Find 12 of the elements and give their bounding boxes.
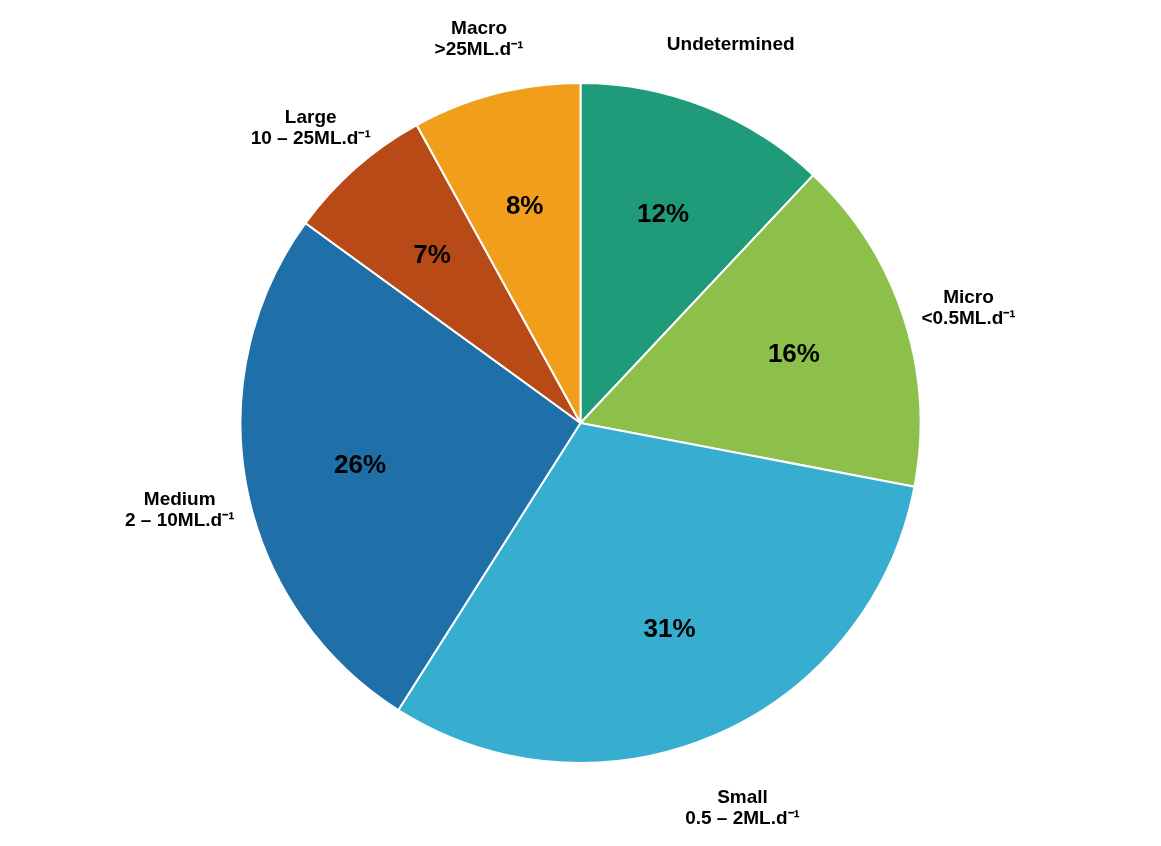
slice-label: Undetermined xyxy=(666,32,795,54)
slice-label: Macro >25ML.d⁻¹ xyxy=(434,16,524,59)
data-label: 31% xyxy=(643,612,696,643)
slice-label: Small 0.5 – 2ML.d⁻¹ xyxy=(685,786,800,829)
slice-label: Large 10 – 25ML.d⁻¹ xyxy=(250,105,371,148)
data-label: 7% xyxy=(413,238,451,269)
data-label: 16% xyxy=(767,337,820,368)
data-label: 12% xyxy=(637,198,690,229)
slice-label: Medium 2 – 10ML.d⁻¹ xyxy=(124,488,235,531)
slice-label: Micro <0.5ML.d⁻¹ xyxy=(921,285,1016,328)
data-label: 8% xyxy=(505,189,544,220)
data-label: 26% xyxy=(334,449,387,480)
